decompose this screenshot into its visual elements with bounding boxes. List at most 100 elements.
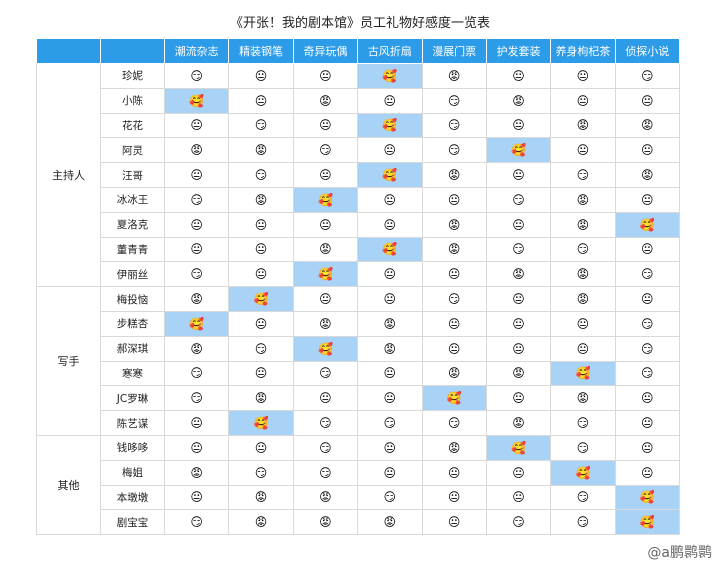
reaction: 😡 bbox=[485, 360, 552, 387]
reaction: 😐 bbox=[614, 434, 681, 461]
row: JC罗琳 😏 😡 😐 😐 🥰 😐 😡 😐 bbox=[37, 385, 681, 412]
reaction: 😏 bbox=[614, 335, 681, 362]
name: 步糕杏 bbox=[100, 310, 165, 337]
reaction: 😡 bbox=[292, 509, 359, 536]
column-header: 侦探小说 bbox=[614, 38, 681, 64]
row: 小陈 🥰 😐 😡 😐 😏 😡 😐 😐 bbox=[37, 87, 681, 114]
reaction: 😡 bbox=[357, 310, 423, 337]
row: 步糕杏 🥰 😐 😡 😡 😐 😐 😐 😏 bbox=[37, 310, 681, 337]
reaction: 🥰 bbox=[485, 434, 552, 461]
reaction: 😏 bbox=[163, 63, 230, 89]
reaction: 😡 bbox=[228, 509, 294, 536]
name: 冰冰王 bbox=[100, 186, 165, 213]
reaction: 😐 bbox=[228, 360, 294, 387]
reaction: 😐 bbox=[485, 459, 552, 486]
reaction: 😏 bbox=[228, 162, 294, 188]
name: JC罗琳 bbox=[100, 385, 165, 412]
reaction: 😐 bbox=[421, 310, 487, 337]
reaction: 😐 bbox=[228, 434, 294, 461]
reaction: 😏 bbox=[550, 434, 616, 461]
reaction: 😐 bbox=[163, 434, 230, 461]
reaction: 😐 bbox=[357, 385, 423, 412]
row: 汪哥 😐 😏 😐 🥰 😡 😐 😏 😡 bbox=[37, 162, 681, 188]
reaction: 🥰 bbox=[292, 261, 359, 288]
reaction: 😡 bbox=[228, 137, 294, 164]
reaction: 😐 bbox=[357, 261, 423, 288]
reaction: 😡 bbox=[163, 459, 230, 486]
reaction: 😏 bbox=[228, 335, 294, 362]
reaction: 😡 bbox=[421, 211, 487, 238]
reaction: 😐 bbox=[614, 410, 681, 436]
row: 写手 梅投恼 😡 🥰 😐 😐 😏 😐 😡 😐 bbox=[36, 286, 681, 436]
reaction: 😐 bbox=[421, 335, 487, 362]
row: 冰冰王 😏 😡 🥰 😐 😐 😏 😡 😐 bbox=[37, 186, 681, 213]
reaction: 😏 bbox=[292, 434, 359, 461]
reaction: 😏 bbox=[292, 410, 359, 436]
reaction: 😐 bbox=[163, 112, 230, 139]
reaction: 😐 bbox=[550, 310, 616, 337]
reaction: 😐 bbox=[228, 211, 294, 238]
name: 剧宝宝 bbox=[100, 509, 165, 536]
reaction: 😏 bbox=[614, 63, 681, 89]
reaction: 😐 bbox=[228, 310, 294, 337]
reaction: 😐 bbox=[614, 186, 681, 213]
reaction: 😏 bbox=[228, 459, 294, 486]
name: 伊丽丝 bbox=[100, 261, 165, 288]
reaction: 😏 bbox=[421, 286, 487, 312]
row: 主持人 珍妮 😏 😐 😐 🥰 😡 😐 😐 😏 bbox=[36, 62, 681, 288]
reaction: 😏 bbox=[292, 137, 359, 164]
reaction: 😏 bbox=[614, 310, 681, 337]
reaction: 😡 bbox=[228, 385, 294, 412]
reaction: 😐 bbox=[357, 211, 423, 238]
reaction: 😏 bbox=[485, 186, 552, 213]
reaction: 😐 bbox=[614, 385, 681, 412]
reaction: 😐 bbox=[550, 335, 616, 362]
reaction: 😐 bbox=[421, 459, 487, 486]
group-label: 写手 bbox=[36, 286, 101, 436]
reaction: 😡 bbox=[485, 261, 552, 288]
column-header: 精装钢笔 bbox=[228, 38, 294, 64]
reaction: 😏 bbox=[550, 236, 616, 263]
reaction: 😐 bbox=[228, 261, 294, 288]
row: 郝深琪 😡 😏 🥰 😡 😐 😐 😐 😏 bbox=[37, 335, 681, 362]
reaction: 🥰 bbox=[614, 509, 681, 536]
reaction: 😐 bbox=[357, 286, 423, 312]
reaction: 😏 bbox=[485, 236, 552, 263]
reaction: 😡 bbox=[550, 286, 616, 312]
reaction: 😡 bbox=[292, 236, 359, 263]
reaction: 😐 bbox=[292, 63, 359, 89]
reaction: 😐 bbox=[550, 63, 616, 89]
reaction: 😐 bbox=[292, 385, 359, 412]
reaction: 😐 bbox=[614, 137, 681, 164]
group-label: 其他 bbox=[36, 434, 101, 536]
reaction: 😏 bbox=[163, 261, 230, 288]
name: 寒寒 bbox=[100, 360, 165, 387]
reaction: 😡 bbox=[421, 360, 487, 387]
reaction: 😏 bbox=[421, 87, 487, 114]
column-header: 潮流杂志 bbox=[163, 38, 230, 64]
name: 郝深琪 bbox=[100, 335, 165, 362]
column-header: 养身枸杞茶 bbox=[550, 38, 616, 64]
reaction: 😐 bbox=[357, 137, 423, 164]
reaction: 😏 bbox=[292, 459, 359, 486]
reaction: 😏 bbox=[163, 385, 230, 412]
reaction: 😐 bbox=[614, 459, 681, 486]
reaction: 😐 bbox=[163, 410, 230, 436]
reaction: 😏 bbox=[228, 112, 294, 139]
reaction: 😡 bbox=[421, 236, 487, 263]
reaction: 😏 bbox=[163, 186, 230, 213]
reaction: 🥰 bbox=[614, 484, 681, 511]
reaction: 😡 bbox=[614, 112, 681, 139]
reaction: 😐 bbox=[421, 484, 487, 511]
reaction: 😐 bbox=[357, 186, 423, 213]
reaction: 😐 bbox=[550, 87, 616, 114]
reaction: 😐 bbox=[163, 162, 230, 188]
row: 花花 😐 😏 😐 🥰 😏 😐 😡 😡 bbox=[37, 112, 681, 139]
name: 陈艺谋 bbox=[100, 410, 165, 436]
reaction: 😡 bbox=[228, 484, 294, 511]
reaction: 😐 bbox=[163, 236, 230, 263]
reaction: 🥰 bbox=[550, 459, 616, 486]
reaction: 😏 bbox=[292, 360, 359, 387]
reaction: 😐 bbox=[614, 286, 681, 312]
